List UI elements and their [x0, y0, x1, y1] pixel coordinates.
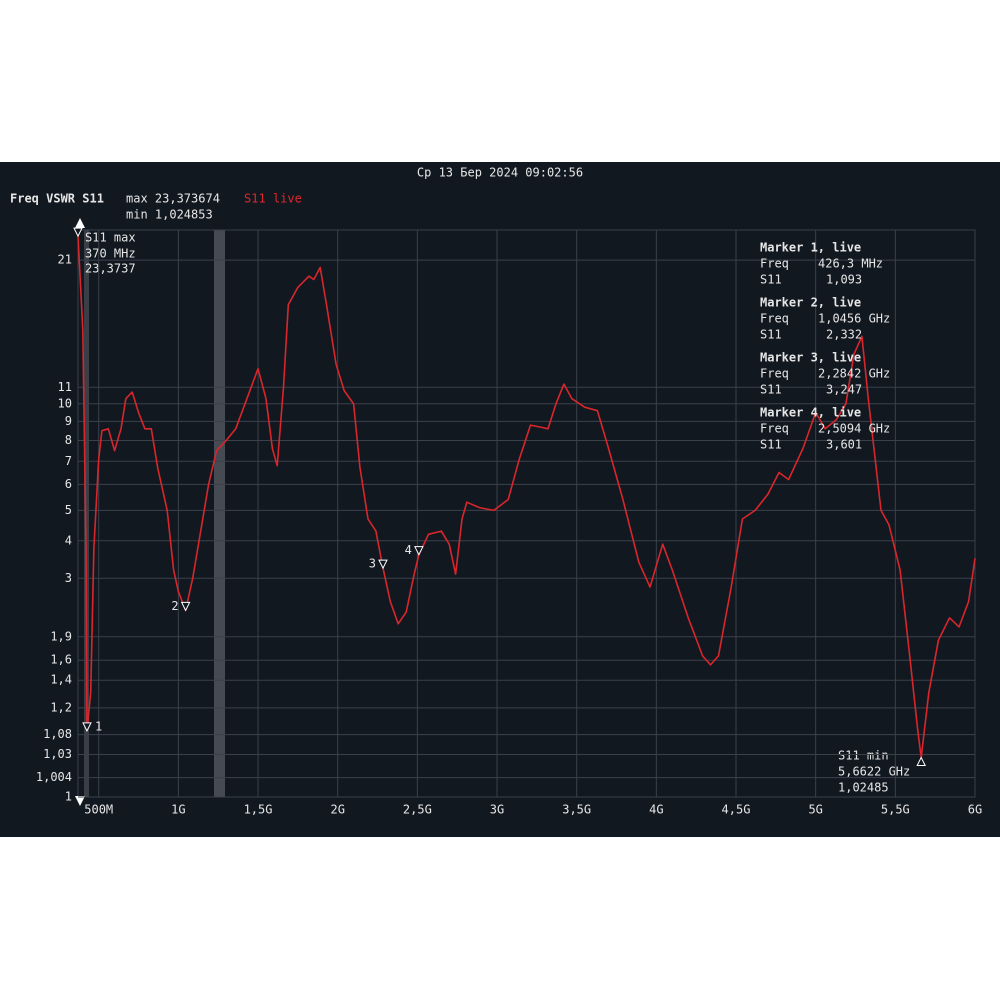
y-tick-label: 1,08	[43, 727, 72, 741]
header-min: min 1,024853	[126, 208, 213, 222]
y-tick-label: 1,6	[50, 653, 72, 667]
readout-label: S11	[760, 328, 782, 342]
y-tick-label: 11	[58, 380, 72, 394]
y-tick-label: 9	[65, 414, 72, 428]
y-tick-label: 1,9	[50, 629, 72, 643]
y-tick-label: 3	[65, 571, 72, 585]
max-value: 23,3737	[85, 262, 136, 276]
trace-format: Freq VSWR S11	[10, 192, 104, 206]
marker-freq: 2,5094 GHz	[818, 422, 890, 436]
marker-freq: 2,2842 GHz	[818, 367, 890, 381]
y-tick-label: 4	[65, 533, 72, 547]
y-tick-label: 1,4	[50, 673, 72, 687]
x-tick-label: 4G	[649, 803, 663, 817]
y-tick-label: 1	[65, 790, 72, 804]
x-tick-label: 500M	[84, 803, 113, 817]
readout-label: Freq	[760, 422, 789, 436]
readout-label: Freq	[760, 367, 789, 381]
marker	[378, 559, 388, 570]
marker-title: Marker 3, live	[760, 351, 861, 365]
x-tick-label: 2,5G	[403, 803, 432, 817]
y-tick-label: 1,004	[36, 770, 72, 784]
max-title: S11 max	[85, 231, 136, 245]
y-tick-label: 8	[65, 433, 72, 447]
marker-number: 2	[171, 599, 178, 613]
min-marker	[916, 756, 926, 766]
x-tick-label: 1,5G	[244, 803, 273, 817]
y-tick-label: 10	[58, 396, 72, 410]
readout-label: S11	[760, 438, 782, 452]
marker-title: Marker 1, live	[760, 241, 861, 255]
x-tick-label: 1G	[171, 803, 185, 817]
axis-arrow-up	[75, 218, 85, 228]
marker-freq: 426,3 MHz	[818, 257, 883, 271]
marker-number: 3	[369, 557, 376, 571]
marker-value: 2,332	[826, 328, 862, 342]
date-time: Ср 13 Бер 2024 09:02:56	[417, 166, 583, 180]
marker-title: Marker 2, live	[760, 296, 861, 310]
x-tick-label: 2G	[330, 803, 344, 817]
marker-value: 3,247	[826, 383, 862, 397]
max-marker	[73, 227, 83, 238]
marker	[180, 601, 191, 612]
trace-status: S11 live	[244, 192, 302, 206]
x-tick-label: 3G	[490, 803, 504, 817]
y-tick-label: 1,2	[50, 700, 72, 714]
marker-value: 3,601	[826, 438, 862, 452]
y-tick-label: 5	[65, 503, 72, 517]
marker-title: Marker 4, live	[760, 406, 861, 420]
y-tick-label: 6	[65, 477, 72, 491]
marker-freq: 1,0456 GHz	[818, 312, 890, 326]
x-tick-label: 6G	[968, 803, 982, 817]
y-tick-label: 1,03	[43, 747, 72, 761]
marker	[414, 546, 424, 556]
band-highlight	[214, 230, 225, 797]
trace-line	[77, 236, 976, 759]
axis-arrow-down	[75, 796, 85, 806]
panel	[0, 162, 1000, 837]
x-tick-label: 4,5G	[722, 803, 751, 817]
readout-label: Freq	[760, 257, 789, 271]
readout-label: S11	[760, 383, 782, 397]
y-tick-label: 21	[58, 253, 72, 267]
header-max: max 23,373674	[126, 192, 220, 206]
marker-value: 1,093	[826, 273, 862, 287]
readout-label: S11	[760, 273, 782, 287]
x-tick-label: 5,5G	[881, 803, 910, 817]
band-highlight	[84, 230, 89, 797]
readout-label: Freq	[760, 312, 789, 326]
x-tick-label: 3,5G	[562, 803, 591, 817]
marker-number: 1	[95, 719, 102, 733]
marker	[82, 722, 92, 733]
max-freq: 370 MHz	[85, 247, 136, 261]
min-title: S11 min	[838, 749, 889, 763]
y-tick-label: 7	[65, 454, 72, 468]
min-value: 1,02485	[838, 781, 889, 795]
marker-number: 4	[405, 543, 412, 557]
x-tick-label: 5G	[808, 803, 822, 817]
min-freq: 5,6622 GHz	[838, 765, 910, 779]
